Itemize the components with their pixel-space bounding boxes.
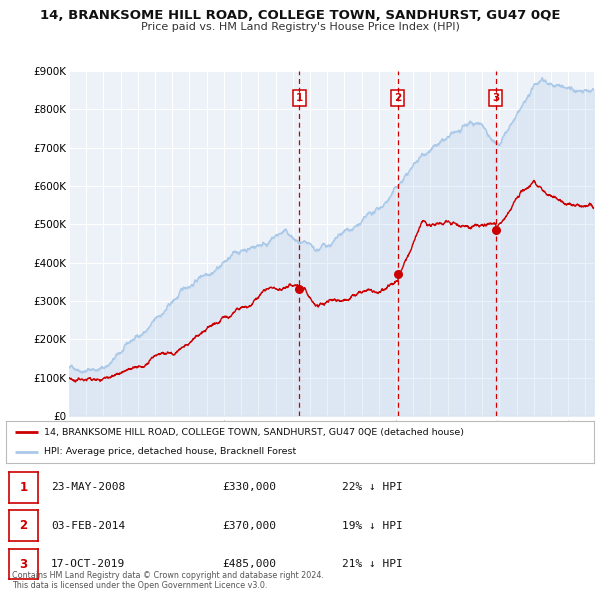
Text: 14, BRANKSOME HILL ROAD, COLLEGE TOWN, SANDHURST, GU47 0QE: 14, BRANKSOME HILL ROAD, COLLEGE TOWN, S… bbox=[40, 9, 560, 22]
Text: £370,000: £370,000 bbox=[222, 521, 276, 530]
Text: 21% ↓ HPI: 21% ↓ HPI bbox=[342, 559, 403, 569]
Text: 1: 1 bbox=[19, 481, 28, 494]
Text: 1: 1 bbox=[296, 93, 303, 103]
Text: HPI: Average price, detached house, Bracknell Forest: HPI: Average price, detached house, Brac… bbox=[44, 447, 296, 456]
Text: 14, BRANKSOME HILL ROAD, COLLEGE TOWN, SANDHURST, GU47 0QE (detached house): 14, BRANKSOME HILL ROAD, COLLEGE TOWN, S… bbox=[44, 428, 464, 437]
Text: £330,000: £330,000 bbox=[222, 483, 276, 492]
Text: 2: 2 bbox=[19, 519, 28, 532]
Text: 3: 3 bbox=[19, 558, 28, 571]
Text: 2: 2 bbox=[394, 93, 401, 103]
Text: This data is licensed under the Open Government Licence v3.0.: This data is licensed under the Open Gov… bbox=[12, 581, 268, 589]
Text: 22% ↓ HPI: 22% ↓ HPI bbox=[342, 483, 403, 492]
Text: £485,000: £485,000 bbox=[222, 559, 276, 569]
Text: 17-OCT-2019: 17-OCT-2019 bbox=[51, 559, 125, 569]
Text: Contains HM Land Registry data © Crown copyright and database right 2024.: Contains HM Land Registry data © Crown c… bbox=[12, 571, 324, 580]
Text: 3: 3 bbox=[492, 93, 499, 103]
Text: 19% ↓ HPI: 19% ↓ HPI bbox=[342, 521, 403, 530]
Text: Price paid vs. HM Land Registry's House Price Index (HPI): Price paid vs. HM Land Registry's House … bbox=[140, 22, 460, 32]
Text: 03-FEB-2014: 03-FEB-2014 bbox=[51, 521, 125, 530]
Text: 23-MAY-2008: 23-MAY-2008 bbox=[51, 483, 125, 492]
